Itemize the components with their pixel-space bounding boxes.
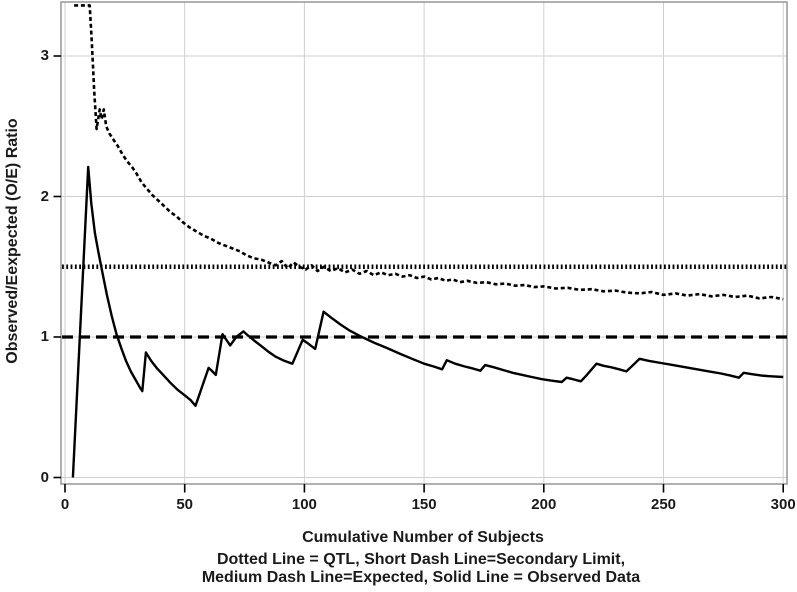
x-tick-label-100: 100 xyxy=(291,496,317,513)
x-tick-label-200: 200 xyxy=(531,496,557,513)
x-tick-label-0: 0 xyxy=(60,496,70,513)
y-tick-label-1: 1 xyxy=(40,328,49,346)
x-tick-label-50: 50 xyxy=(176,496,194,513)
observed-data-line xyxy=(71,165,784,478)
y-tick-label-0: 0 xyxy=(40,468,49,486)
x-tick-label-300: 300 xyxy=(770,496,796,513)
y-tick-label-3: 3 xyxy=(40,47,49,65)
y-axis-title: Observed/Eexpected (O/E) Ratio xyxy=(4,118,21,364)
secondary-limit-line xyxy=(74,4,784,301)
legend-footnote-line-2: Medium Dash Line=Expected, Solid Line = … xyxy=(201,569,641,586)
x-tick-label-150: 150 xyxy=(411,496,437,513)
x-axis-title: Cumulative Number of Subjects xyxy=(302,529,544,546)
x-tick-label-250: 250 xyxy=(650,496,677,513)
y-tick-label-2: 2 xyxy=(40,187,49,205)
legend-footnote-line-1: Dotted Line = QTL, Short Dash Line=Secon… xyxy=(216,551,626,568)
